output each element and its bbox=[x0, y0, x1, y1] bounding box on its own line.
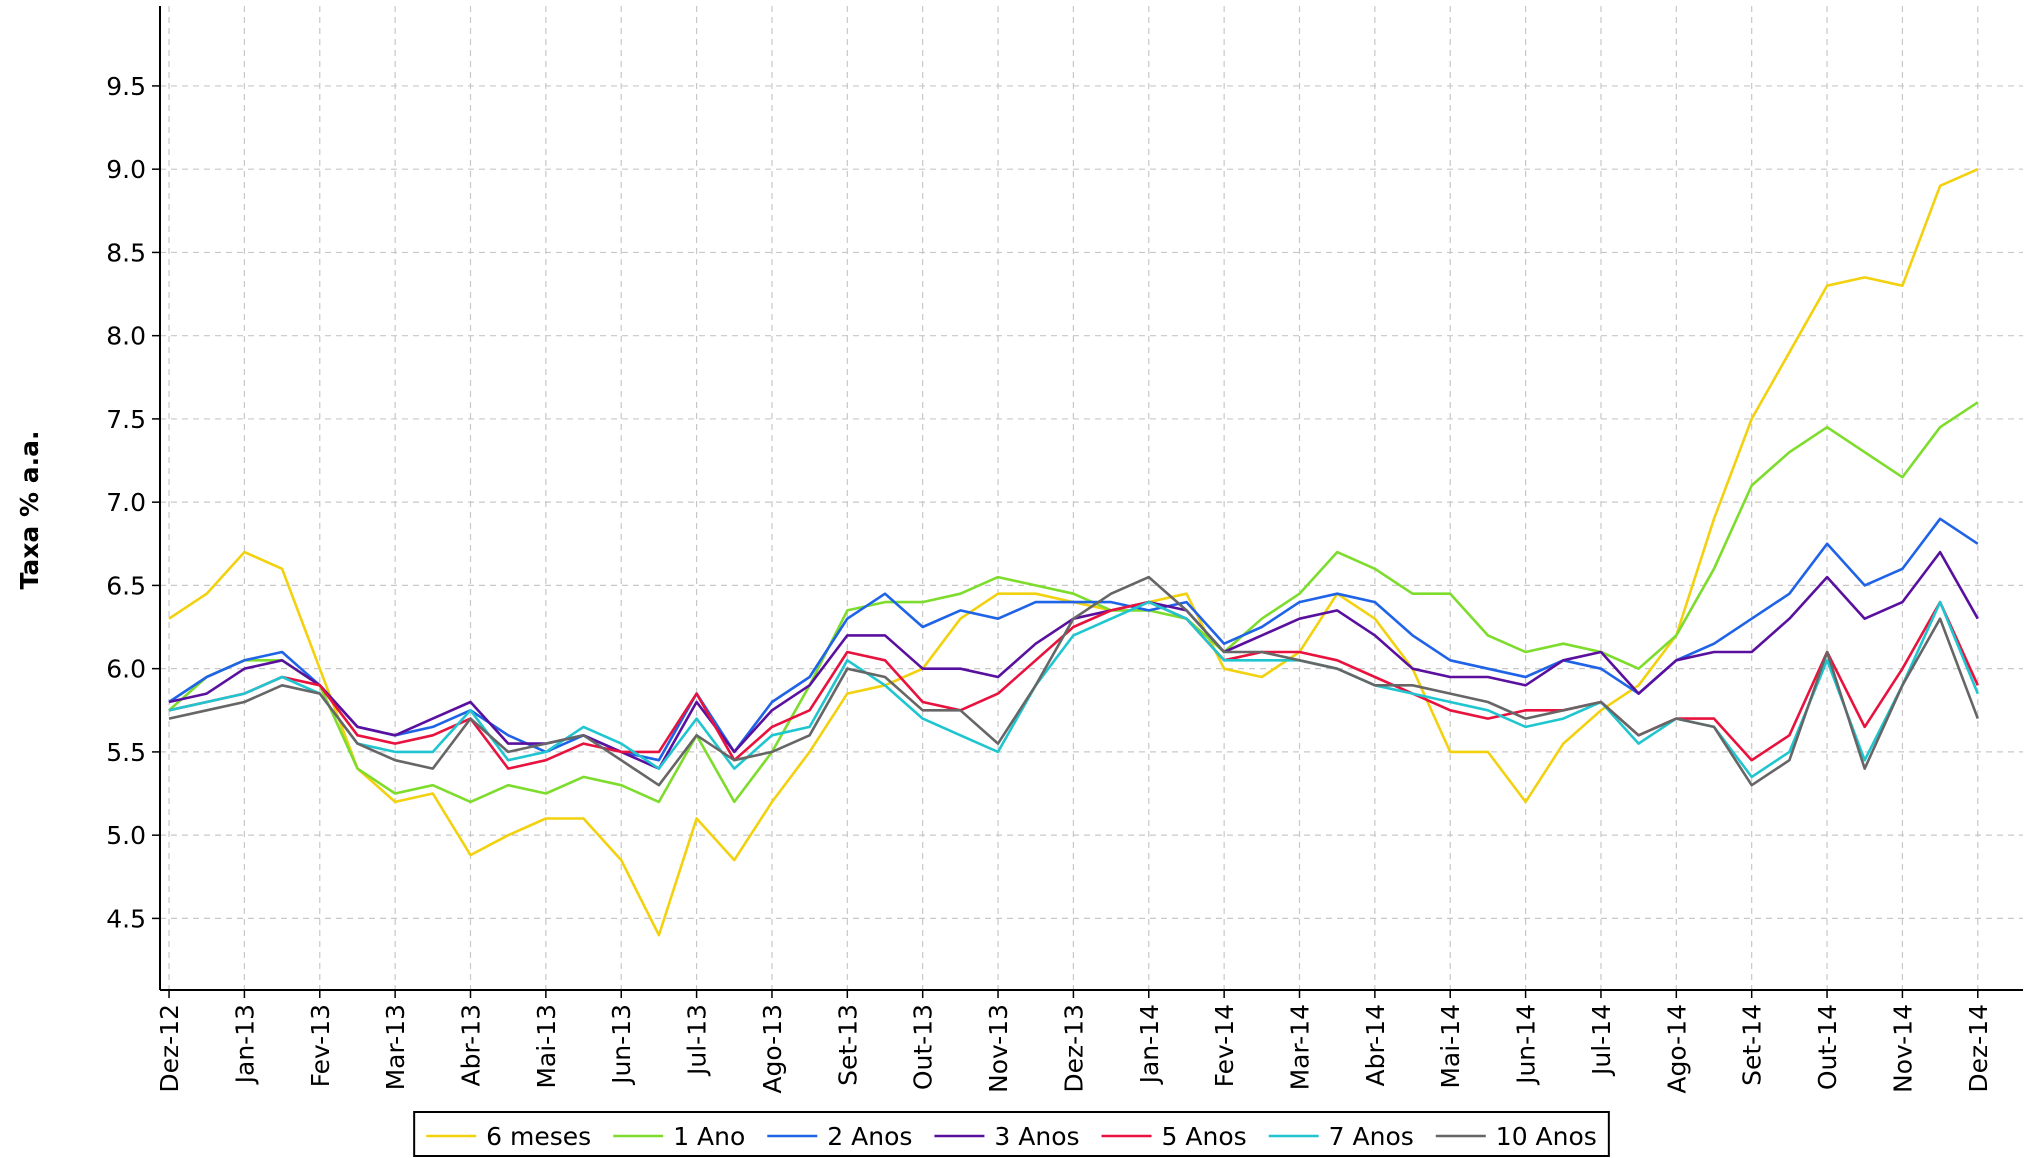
x-tick-label: Mai-14 bbox=[1436, 1004, 1465, 1089]
x-tick-label: Out-14 bbox=[1813, 1004, 1842, 1090]
y-tick-label: 6.0 bbox=[106, 655, 146, 684]
x-tick-label: Jun-13 bbox=[607, 1004, 636, 1086]
y-tick-label: 9.0 bbox=[106, 155, 146, 184]
legend-label: 2 Anos bbox=[827, 1122, 912, 1151]
y-tick-label: 5.0 bbox=[106, 821, 146, 850]
series-line bbox=[168, 575, 1980, 787]
x-tick-label: Fev-13 bbox=[306, 1004, 335, 1087]
legend-label: 1 Ano bbox=[673, 1122, 745, 1151]
x-tick-label: Jan-13 bbox=[230, 1004, 259, 1085]
y-tick-label: 8.5 bbox=[106, 238, 146, 267]
x-tick-label: Mar-14 bbox=[1286, 1004, 1315, 1090]
y-tick-label: 5.5 bbox=[106, 738, 146, 767]
x-tick-label: Set-13 bbox=[833, 1004, 862, 1086]
x-tick-label: Fev-14 bbox=[1210, 1004, 1239, 1087]
series-line bbox=[168, 401, 1979, 804]
x-tick-label: Abr-14 bbox=[1361, 1004, 1390, 1086]
legend-label: 10 Anos bbox=[1496, 1122, 1597, 1151]
x-tick-label: Mar-13 bbox=[381, 1004, 410, 1090]
legend-label: 3 Anos bbox=[994, 1122, 1079, 1151]
x-tick-label: Ago-13 bbox=[758, 1004, 787, 1094]
x-tick-label: Nov-14 bbox=[1888, 1004, 1917, 1093]
x-tick-label: Jan-14 bbox=[1135, 1004, 1164, 1085]
legend-label: 6 meses bbox=[486, 1122, 591, 1151]
legend-label: 5 Anos bbox=[1162, 1122, 1247, 1151]
x-tick-label: Jul-14 bbox=[1587, 1004, 1616, 1077]
y-tick-label: 6.5 bbox=[106, 571, 146, 600]
x-tick-label: Abr-13 bbox=[457, 1004, 486, 1086]
x-tick-label: Jun-14 bbox=[1512, 1004, 1541, 1086]
legend-box bbox=[413, 1111, 1610, 1157]
x-tick-label: Jul-13 bbox=[683, 1004, 712, 1077]
y-tick-label: 7.0 bbox=[106, 488, 146, 517]
x-tick-label: Dez-13 bbox=[1059, 1004, 1088, 1093]
x-tick-label: Dez-12 bbox=[155, 1004, 184, 1093]
y-tick-label: 8.0 bbox=[106, 322, 146, 351]
x-tick-label: Ago-14 bbox=[1662, 1004, 1691, 1094]
x-tick-label: Nov-13 bbox=[984, 1004, 1013, 1093]
y-tick-label: 9.5 bbox=[106, 72, 146, 101]
y-axis-label: Taxa % a.a. bbox=[15, 431, 44, 590]
x-tick-label: Mai-13 bbox=[532, 1004, 561, 1089]
x-tick-label: Set-14 bbox=[1738, 1004, 1767, 1086]
y-tick-label: 7.5 bbox=[106, 405, 146, 434]
x-tick-label: Out-13 bbox=[909, 1004, 938, 1090]
legend-label: 7 Anos bbox=[1329, 1122, 1414, 1151]
y-tick-label: 4.5 bbox=[106, 904, 146, 933]
x-tick-label: Dez-14 bbox=[1964, 1004, 1993, 1093]
